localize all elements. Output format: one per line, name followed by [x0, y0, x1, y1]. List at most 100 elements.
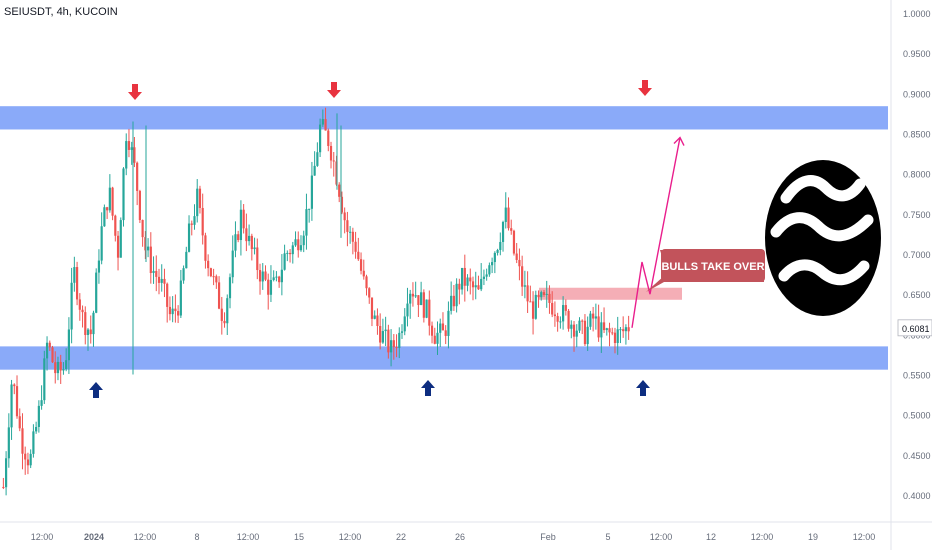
annotations-layer: BULLS TAKE OVER [89, 80, 765, 398]
candle-body [616, 329, 619, 344]
candle-body [256, 247, 259, 271]
candle-body [387, 329, 390, 353]
label-text: BULLS TAKE OVER [661, 261, 764, 273]
candle-body [430, 325, 434, 336]
candle-body [545, 293, 548, 295]
buy-arrow-icon [421, 380, 435, 396]
candle-body [540, 292, 543, 298]
candle-body [368, 288, 371, 298]
candle-body [581, 320, 584, 322]
candle-body [447, 310, 450, 336]
candle-body [35, 427, 38, 432]
candle-body [29, 453, 32, 466]
candle-body [611, 332, 614, 334]
candle-body [78, 299, 81, 310]
candle-body [313, 165, 316, 176]
candle-body [515, 253, 518, 260]
candle-body [501, 222, 505, 242]
candle-body [130, 147, 133, 150]
candle-body [70, 282, 73, 330]
candle-body [376, 315, 379, 326]
candle-body [297, 239, 300, 251]
candle-body [485, 274, 488, 277]
time-tick-label: 12:00 [853, 532, 876, 542]
candle-body [291, 245, 294, 255]
price-tick-label: 0.8000 [903, 170, 931, 180]
candle-body [40, 400, 43, 406]
time-tick-label: 22 [396, 532, 406, 542]
candle-body [507, 207, 510, 229]
candle-body [477, 285, 480, 290]
candle-body [526, 285, 529, 302]
candle-body [201, 207, 204, 236]
candle-body [106, 207, 109, 211]
candle-body [512, 230, 516, 254]
candle-body [237, 234, 240, 241]
candle-body [428, 299, 431, 326]
candle-body [346, 220, 349, 232]
candle-body [570, 324, 573, 329]
candle-body [357, 251, 360, 260]
candle-body [207, 260, 210, 269]
candle-body [400, 331, 404, 333]
candle-body [600, 322, 603, 338]
candle-body [463, 267, 466, 286]
candle-body [444, 330, 447, 336]
candle-body [136, 162, 139, 191]
candle-body [559, 321, 562, 323]
price-tick-label: 0.5500 [903, 371, 931, 381]
candle-body [95, 272, 98, 313]
candle-body [318, 124, 322, 153]
price-tick-label: 0.9500 [903, 49, 931, 59]
candle-body [403, 316, 406, 332]
candle-body [414, 295, 417, 297]
candle-body [474, 285, 477, 288]
candle-body [204, 235, 207, 261]
candle-body [116, 235, 120, 258]
price-tick-label: 1.0000 [903, 9, 931, 19]
candle-body [439, 323, 442, 333]
candle-body [518, 259, 521, 267]
candle-body [624, 327, 628, 332]
candle-body [174, 308, 177, 312]
candle-body [288, 252, 292, 255]
sell-arrow-icon [327, 82, 341, 98]
candle-body [166, 283, 169, 307]
candle-body [370, 297, 374, 319]
candle-body [567, 310, 570, 329]
candle-body [349, 231, 352, 233]
candle-body [114, 215, 117, 236]
candle-body [2, 486, 5, 488]
candle-body [308, 208, 311, 210]
label-box [661, 249, 765, 282]
candle-body [215, 276, 218, 283]
time-tick-label: 8 [194, 532, 199, 542]
candle-body [84, 312, 87, 335]
candle-body [220, 308, 223, 321]
candle-body [65, 360, 68, 370]
candle-body [37, 405, 40, 428]
candle-body [305, 209, 308, 236]
candle-body [373, 315, 376, 319]
logo-wave-top [780, 175, 866, 204]
candle-body [15, 386, 19, 417]
candle-body [125, 141, 128, 169]
candle-body [491, 262, 494, 266]
candle-body [354, 241, 357, 252]
candle-body [144, 237, 147, 251]
candle-body [138, 190, 141, 221]
candle-body [198, 188, 202, 208]
price-tick-label: 0.9000 [903, 89, 931, 99]
candle-body [86, 329, 90, 335]
time-tick-label: 12:00 [31, 532, 54, 542]
candle-body [168, 306, 172, 315]
candle-body [127, 141, 131, 150]
resistance-zone [0, 106, 888, 130]
candle-body [622, 329, 625, 332]
candle-body [338, 184, 341, 197]
candle-body [392, 340, 395, 348]
candle-body [122, 168, 125, 221]
candle-body [81, 309, 84, 313]
candle-body [586, 326, 589, 345]
